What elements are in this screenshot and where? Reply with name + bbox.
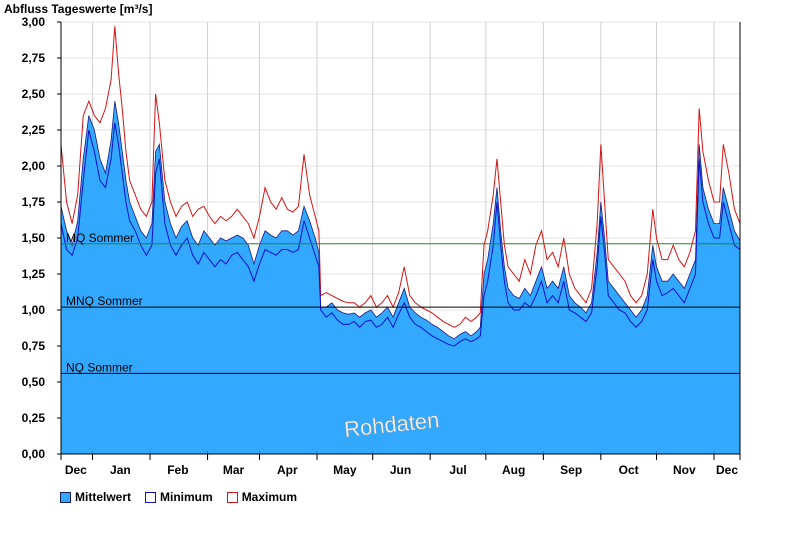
mittelwert-swatch <box>60 491 71 503</box>
legend-item-minimum: Minimum <box>145 490 213 504</box>
maximum-swatch <box>226 491 238 503</box>
y-tick-label: 1,50 <box>22 231 46 245</box>
x-tick-label: Nov <box>673 463 696 477</box>
chart-title: Abfluss Tageswerte [m³/s] <box>4 2 152 16</box>
y-tick-label: 1,75 <box>22 195 46 209</box>
axes: 0,00 0,25 0,50 0,75 1,00 1,25 1,50 1,75 2,00 2,25… <box>22 15 741 477</box>
y-tick-label: 0,75 <box>22 339 46 353</box>
x-tick-label: Sep <box>560 463 582 477</box>
x-tick-label: Dec <box>65 463 87 477</box>
x-tick-label: Mar <box>223 463 245 477</box>
line-layer <box>60 26 741 347</box>
legend-label-mittelwert: Mittelwert <box>75 490 132 504</box>
legend-label-minimum: Minimum <box>160 490 213 504</box>
y-tick-label: 2,00 <box>22 159 46 173</box>
y-tick-label: 3,00 <box>22 15 46 29</box>
y-tick-label: 1,25 <box>22 267 46 281</box>
reference-label: MNQ Sommer <box>66 294 143 308</box>
x-tick-label: Jun <box>390 463 411 477</box>
x-tick-label: Feb <box>167 463 188 477</box>
x-tick-label: Dec <box>716 463 738 477</box>
x-tick-label: Jul <box>449 463 466 477</box>
minimum-swatch <box>145 491 157 503</box>
x-tick-label: Apr <box>277 463 298 477</box>
y-tick-label: 0,25 <box>22 411 46 425</box>
x-tick-label: Jan <box>110 463 131 477</box>
x-tick-label: Oct <box>619 463 639 477</box>
legend-label-maximum: Maximum <box>241 490 298 504</box>
series-maximum-line <box>60 26 741 328</box>
reference-lines: MQ Sommer MNQ Sommer NQ Sommer <box>61 231 740 374</box>
reference-label: NQ Sommer <box>66 360 133 374</box>
legend-item-maximum: Maximum <box>226 490 298 504</box>
y-tick-label: 0,50 <box>22 375 46 389</box>
legend: Mittelwert Minimum Maximum <box>60 490 297 504</box>
x-tick-label: May <box>333 463 357 477</box>
y-tick-label: 1,00 <box>22 303 46 317</box>
y-tick-label: 0,00 <box>22 447 46 461</box>
series-mittelwert-area <box>60 101 741 455</box>
series-minimum-line <box>60 122 741 347</box>
x-tick-label: Aug <box>502 463 525 477</box>
legend-item-mittelwert: Mittelwert <box>60 490 131 504</box>
y-tick-label: 2,25 <box>22 123 46 137</box>
y-tick-label: 2,50 <box>22 87 46 101</box>
y-tick-label: 2,75 <box>22 51 46 65</box>
reference-label: MQ Sommer <box>66 231 134 245</box>
